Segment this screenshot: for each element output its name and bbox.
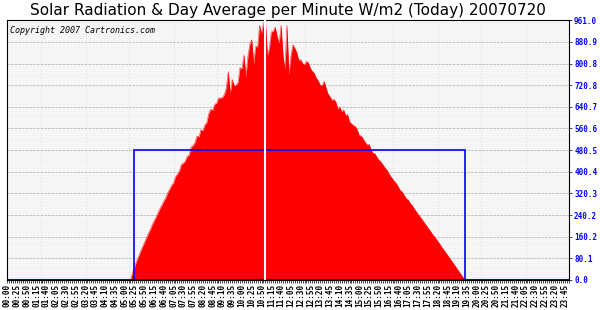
Text: Copyright 2007 Cartronics.com: Copyright 2007 Cartronics.com <box>10 25 155 34</box>
Bar <box>134 150 465 280</box>
Title: Solar Radiation & Day Average per Minute W/m2 (Today) 20070720: Solar Radiation & Day Average per Minute… <box>30 3 546 18</box>
